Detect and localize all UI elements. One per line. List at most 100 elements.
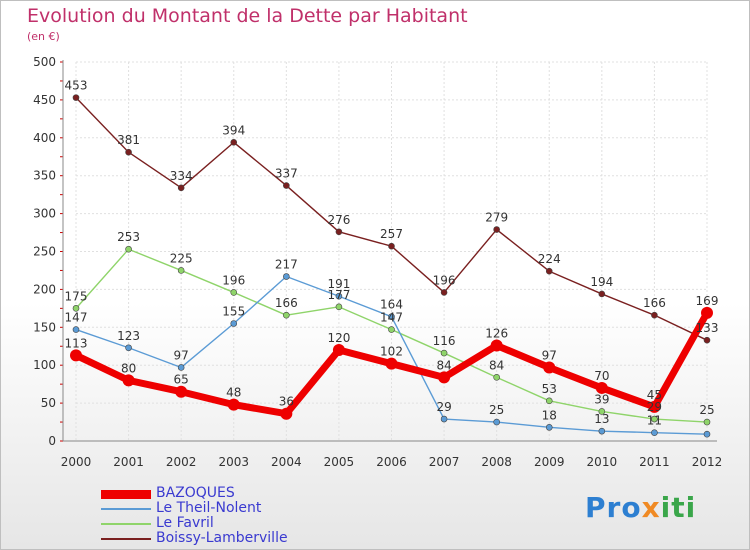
- data-label: 175: [65, 289, 88, 303]
- data-label: 84: [489, 358, 504, 372]
- data-point: [651, 311, 658, 319]
- data-label: 276: [327, 213, 350, 227]
- data-label: 48: [226, 386, 241, 400]
- data-label: 191: [327, 277, 350, 291]
- data-point: [283, 311, 290, 319]
- legend-label: Boissy-Lamberville: [156, 530, 288, 546]
- legend-label: Le Favril: [156, 515, 214, 531]
- chart-subtitle: (en €): [27, 30, 60, 43]
- data-point: [703, 336, 711, 344]
- data-point: [598, 408, 606, 415]
- data-label: 257: [380, 227, 403, 241]
- data-point: [122, 374, 135, 387]
- data-label: 13: [594, 412, 609, 426]
- x-tick-label: 2007: [429, 455, 460, 469]
- data-label: 25: [489, 403, 504, 417]
- data-point: [335, 228, 343, 236]
- legend-swatch: [101, 508, 151, 510]
- data-point: [177, 184, 185, 192]
- data-label: 126: [485, 326, 508, 340]
- chart-title: Evolution du Montant de la Dette par Hab…: [27, 5, 468, 27]
- data-point: [543, 361, 556, 374]
- data-label: 196: [222, 273, 245, 287]
- data-point: [701, 306, 713, 319]
- y-tick-label: 150: [33, 320, 56, 334]
- data-label: 97: [542, 348, 557, 362]
- data-label: 177: [327, 288, 350, 302]
- data-point: [230, 139, 238, 146]
- data-point: [385, 357, 398, 370]
- x-tick-label: 2002: [166, 455, 197, 469]
- data-label: 453: [65, 79, 88, 93]
- data-point: [227, 398, 240, 411]
- data-label: 279: [485, 211, 508, 225]
- data-point: [125, 344, 132, 352]
- data-point: [703, 418, 711, 426]
- data-point: [598, 427, 606, 435]
- data-label: 113: [65, 336, 88, 350]
- data-label: 224: [538, 252, 561, 266]
- data-point: [230, 320, 238, 327]
- data-point: [490, 339, 503, 352]
- legend-swatch: [101, 523, 151, 525]
- data-point: [283, 273, 290, 280]
- data-point: [598, 290, 606, 298]
- data-point: [332, 344, 345, 357]
- data-label: 334: [170, 169, 193, 183]
- y-tick-label: 450: [33, 93, 56, 107]
- data-point: [388, 313, 395, 320]
- data-label: 337: [275, 167, 298, 181]
- data-label: 53: [542, 382, 557, 396]
- y-tick-label: 350: [33, 169, 56, 183]
- data-point: [651, 429, 658, 436]
- data-point: [70, 349, 82, 362]
- data-label: 65: [174, 373, 189, 387]
- data-label: 225: [170, 251, 193, 265]
- data-label: 196: [433, 273, 456, 287]
- x-tick-label: 2000: [61, 455, 92, 469]
- data-label: 18: [542, 408, 557, 422]
- data-point: [335, 292, 343, 300]
- data-label: 147: [65, 311, 88, 325]
- data-label: 155: [222, 305, 245, 319]
- data-label: 45: [647, 388, 662, 402]
- data-point: [545, 267, 553, 275]
- data-label: 394: [222, 123, 245, 137]
- data-point: [388, 242, 395, 250]
- data-point: [335, 303, 343, 311]
- data-point: [280, 407, 293, 420]
- data-label: 116: [433, 334, 456, 348]
- data-label: 166: [643, 296, 666, 310]
- data-label: 80: [121, 361, 136, 375]
- data-point: [230, 289, 238, 296]
- data-point: [177, 267, 185, 274]
- data-label: 11: [647, 414, 662, 428]
- data-point: [651, 415, 658, 423]
- data-point: [177, 364, 185, 371]
- data-point: [545, 424, 553, 431]
- data-point: [440, 349, 448, 357]
- data-point: [283, 182, 290, 189]
- x-tick-label: 2005: [324, 455, 355, 469]
- data-point: [388, 326, 395, 333]
- data-point: [438, 371, 451, 384]
- x-tick-label: 2006: [376, 455, 407, 469]
- data-label: 25: [699, 403, 714, 417]
- y-tick-label: 100: [33, 358, 56, 372]
- data-point: [125, 245, 132, 253]
- data-label: 36: [279, 395, 294, 409]
- y-tick-label: 500: [33, 55, 56, 69]
- x-tick-label: 2012: [692, 455, 723, 469]
- y-tick-label: 400: [33, 131, 56, 145]
- data-label: 29: [436, 400, 451, 414]
- data-point: [493, 226, 500, 233]
- data-label: 194: [590, 275, 613, 289]
- legend-label: Le Theil-Nolent: [156, 500, 262, 516]
- y-tick-label: 250: [33, 245, 56, 259]
- data-label: 147: [380, 311, 403, 325]
- data-point: [175, 385, 188, 398]
- data-point: [72, 94, 80, 101]
- x-tick-label: 2001: [113, 455, 144, 469]
